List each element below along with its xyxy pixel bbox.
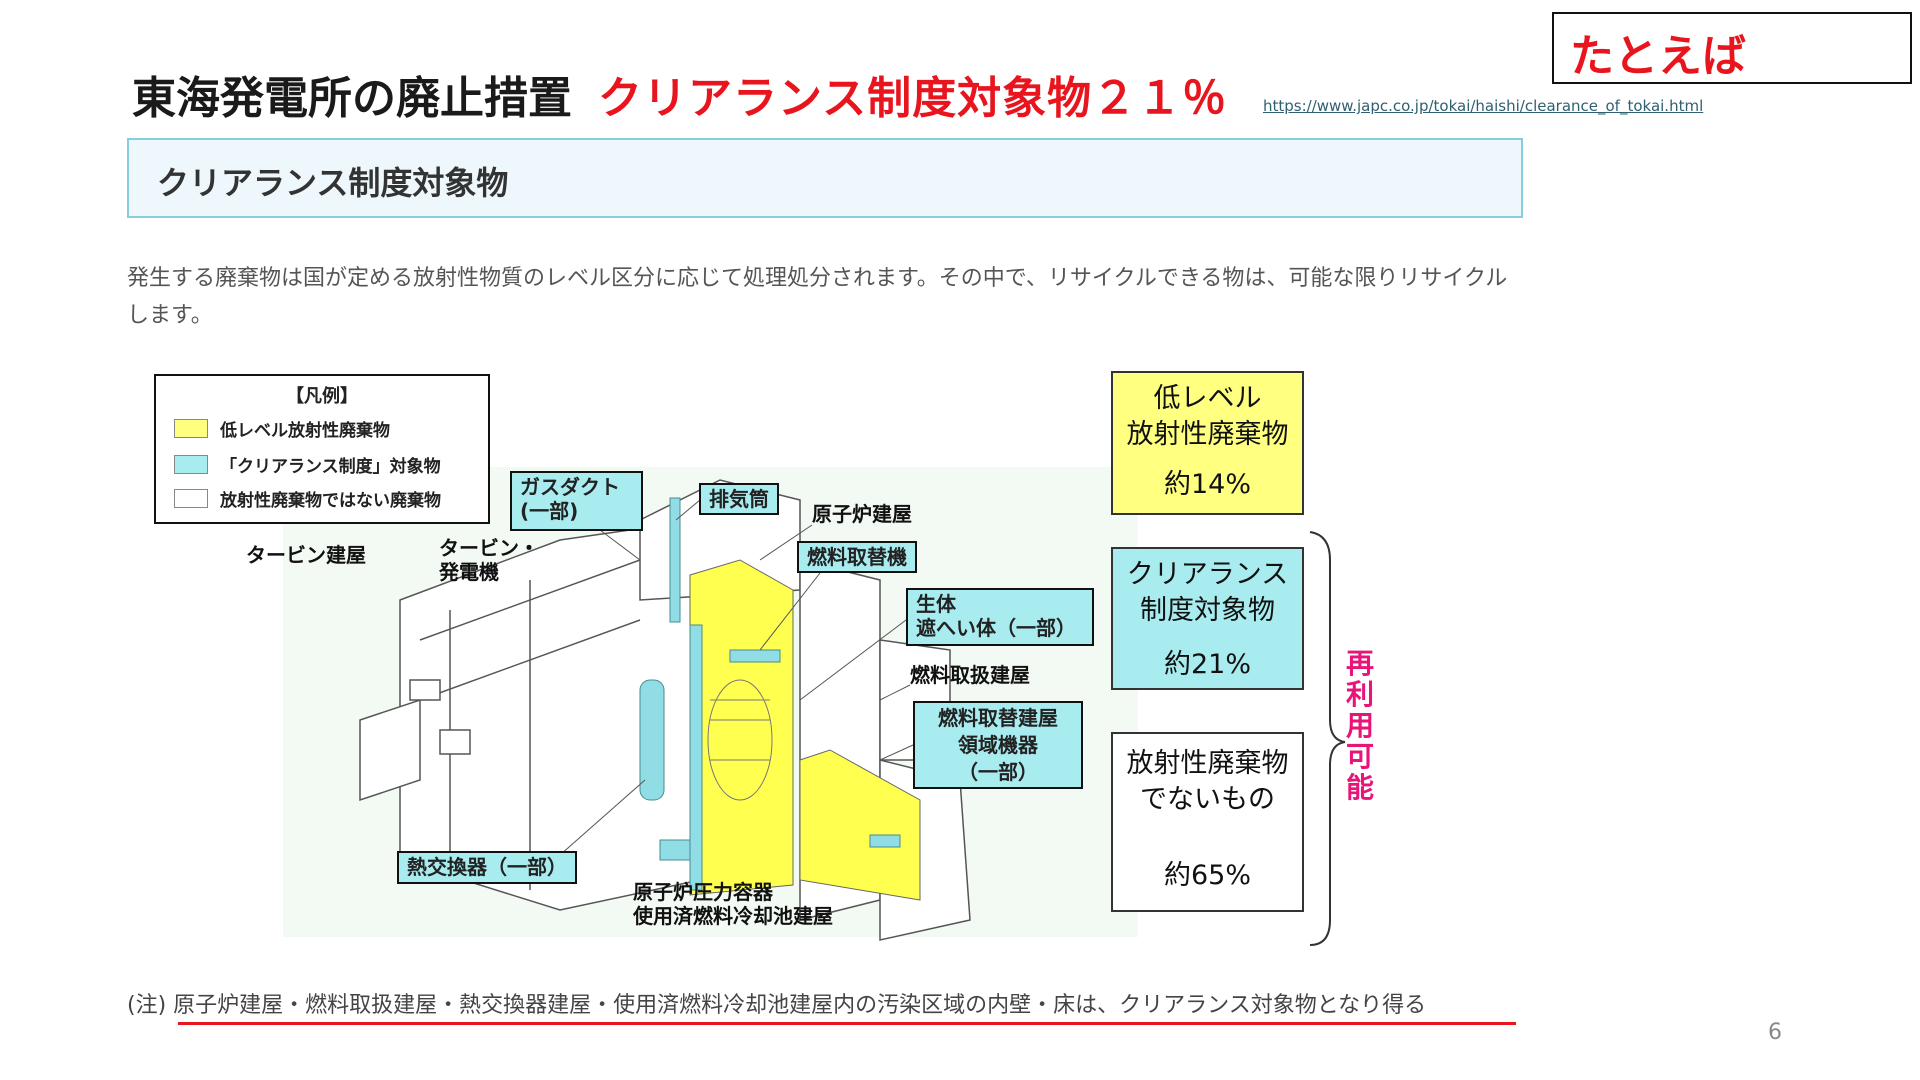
page-number: 6 [1768,1020,1782,1045]
category-percent: 約14% [1163,469,1251,500]
heat-exchanger-shape [639,679,665,801]
label-line: 原子炉圧力容器 [633,880,773,904]
section-header-text: クリアランス制度対象物 [157,164,509,202]
category-line: 放射性廃棄物 [1126,748,1289,779]
label-line: 生体 [916,592,956,616]
stack-shape [669,497,681,623]
legend-swatch-cyan [174,455,208,474]
fuel-machine-shape [729,649,781,663]
legend-label: 「クリアランス制度」対象物 [220,457,441,477]
legend-title: 【凡例】 [286,386,358,407]
label-line: 発電機 [439,560,499,584]
label-pressure-vessel-pool: 原子炉圧力容器 使用済燃料冷却池建屋 [633,880,833,928]
legend-label: 放射性廃棄物ではない廃棄物 [220,491,441,511]
label-line: 遮へい体（一部） [916,616,1076,640]
pool-yellow-zone [799,749,921,901]
category-line: 放射性廃棄物 [1126,419,1289,450]
legend: 【凡例】 低レベル放射性廃棄物 「クリアランス制度」対象物 放射性廃棄物ではない… [154,374,490,524]
label-line: 燃料取替建屋 [938,706,1058,730]
bio-shield-shape [689,624,703,891]
reuse-brace [1309,531,1346,946]
label-fuel-handling-building: 燃料取扱建屋 [910,663,1030,687]
source-link[interactable]: https://www.japc.co.jp/tokai/haishi/clea… [1263,97,1704,115]
footnote-underline [178,1022,1516,1025]
category-clearance: クリアランス 制度対象物約21% [1111,547,1304,690]
label-bio-shield: 生体 遮へい体（一部） [906,588,1094,646]
legend-item-low-level: 低レベル放射性廃棄物 [174,416,390,441]
label-heat-exchanger: 熱交換器（一部） [397,851,577,884]
label-gas-duct: ガスダクト (一部) [510,471,643,531]
page-title: 東海発電所の廃止措置 クリアランス制度対象物２１％ [132,62,1227,126]
category-line: 低レベル [1153,383,1262,414]
duct-shape [659,839,691,861]
label-turbine-generator: タービン・ 発電機 [439,536,539,584]
annex-shape [359,698,421,802]
category-low-level: 低レベル放射性廃棄物 約14% [1111,371,1304,515]
label-turbine-building: タービン建屋 [246,543,366,567]
category-line: でないもの [1140,784,1275,815]
label-reactor-building: 原子炉建屋 [812,502,912,526]
legend-swatch-yellow [174,419,208,438]
label-line: 領域機器 [958,733,1038,757]
footnote: (注) 原子炉建屋・燃料取扱建屋・熱交換器建屋・使用済燃料冷却池建屋内の汚染区域… [127,993,1427,1018]
legend-item-clearance: 「クリアランス制度」対象物 [174,452,441,477]
label-fuel-replacement-equipment: 燃料取替建屋 領域機器 （一部） [913,701,1083,789]
label-stack: 排気筒 [699,483,779,515]
reuse-label: 再利用可能 [1345,647,1374,804]
intro-text: 発生する廃棄物は国が定める放射性物質のレベル区分に応じて処理処分されます。その中… [127,266,1508,328]
category-percent: 約65% [1163,860,1251,891]
label-line: タービン・ [439,536,539,560]
pool-equipment-shape [869,834,901,848]
label-line: （一部） [958,760,1038,784]
label-line: 使用済燃料冷却池建屋 [633,904,833,928]
label-line: ガスダクト [520,475,620,499]
section-header: クリアランス制度対象物 [127,138,1523,218]
legend-item-non-radioactive: 放射性廃棄物ではない廃棄物 [174,486,441,511]
title-highlight: クリアランス制度対象物２１％ [598,73,1228,124]
legend-label: 低レベル放射性廃棄物 [220,421,390,441]
label-line: (一部) [520,499,579,523]
category-line: クリアランス [1126,559,1289,590]
example-label: たとえば [1570,31,1746,82]
category-non-radioactive: 放射性廃棄物 でないもの約65% [1111,732,1304,912]
category-line: 制度対象物 [1140,595,1275,626]
title-main: 東海発電所の廃止措置 [132,73,572,124]
example-callout: たとえば [1552,12,1912,84]
label-fuel-machine: 燃料取替機 [797,541,917,573]
reactor-yellow-zone [689,559,794,896]
category-percent: 約21% [1163,649,1251,680]
legend-swatch-white [174,489,208,508]
